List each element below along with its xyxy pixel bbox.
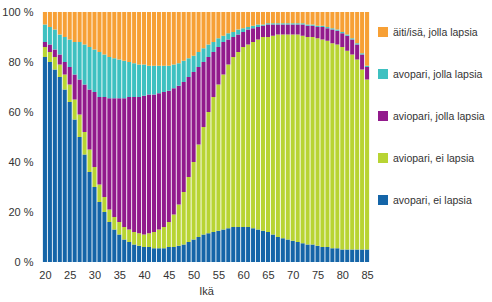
svg-text:30: 30 [89,269,101,281]
svg-text:35: 35 [114,269,126,281]
svg-text:45: 45 [163,269,175,281]
html-text:avopari, jolla lapsia: avopari, jolla lapsia [393,68,483,80]
svg-text:20: 20 [39,269,51,281]
html-text:äiti/isä, jolla lapsia: äiti/isä, jolla lapsia [393,26,478,38]
svg-text:70: 70 [287,269,299,281]
svg-text:60: 60 [238,269,250,281]
html-text:avopari, ei lapsia: avopari, ei lapsia [393,194,472,206]
svg-text:85: 85 [361,269,373,281]
svg-text:80: 80 [337,269,349,281]
html-text:aviopari, jolla lapsia: aviopari, jolla lapsia [393,110,485,122]
svg-text:Ikä: Ikä [199,285,215,297]
svg-text:0 %: 0 % [15,256,34,268]
svg-text:20 %: 20 % [8,206,33,218]
svg-text:65: 65 [262,269,274,281]
svg-text:55: 55 [213,269,225,281]
svg-text:100 %: 100 % [2,6,33,18]
svg-text:40: 40 [138,269,150,281]
svg-text:40 %: 40 % [8,156,33,168]
svg-text:50: 50 [188,269,200,281]
svg-text:75: 75 [312,269,324,281]
html-text:aviopari, ei lapsia: aviopari, ei lapsia [393,152,475,164]
svg-text:60 %: 60 % [8,106,33,118]
svg-text:25: 25 [64,269,76,281]
svg-text:80 %: 80 % [8,56,33,68]
